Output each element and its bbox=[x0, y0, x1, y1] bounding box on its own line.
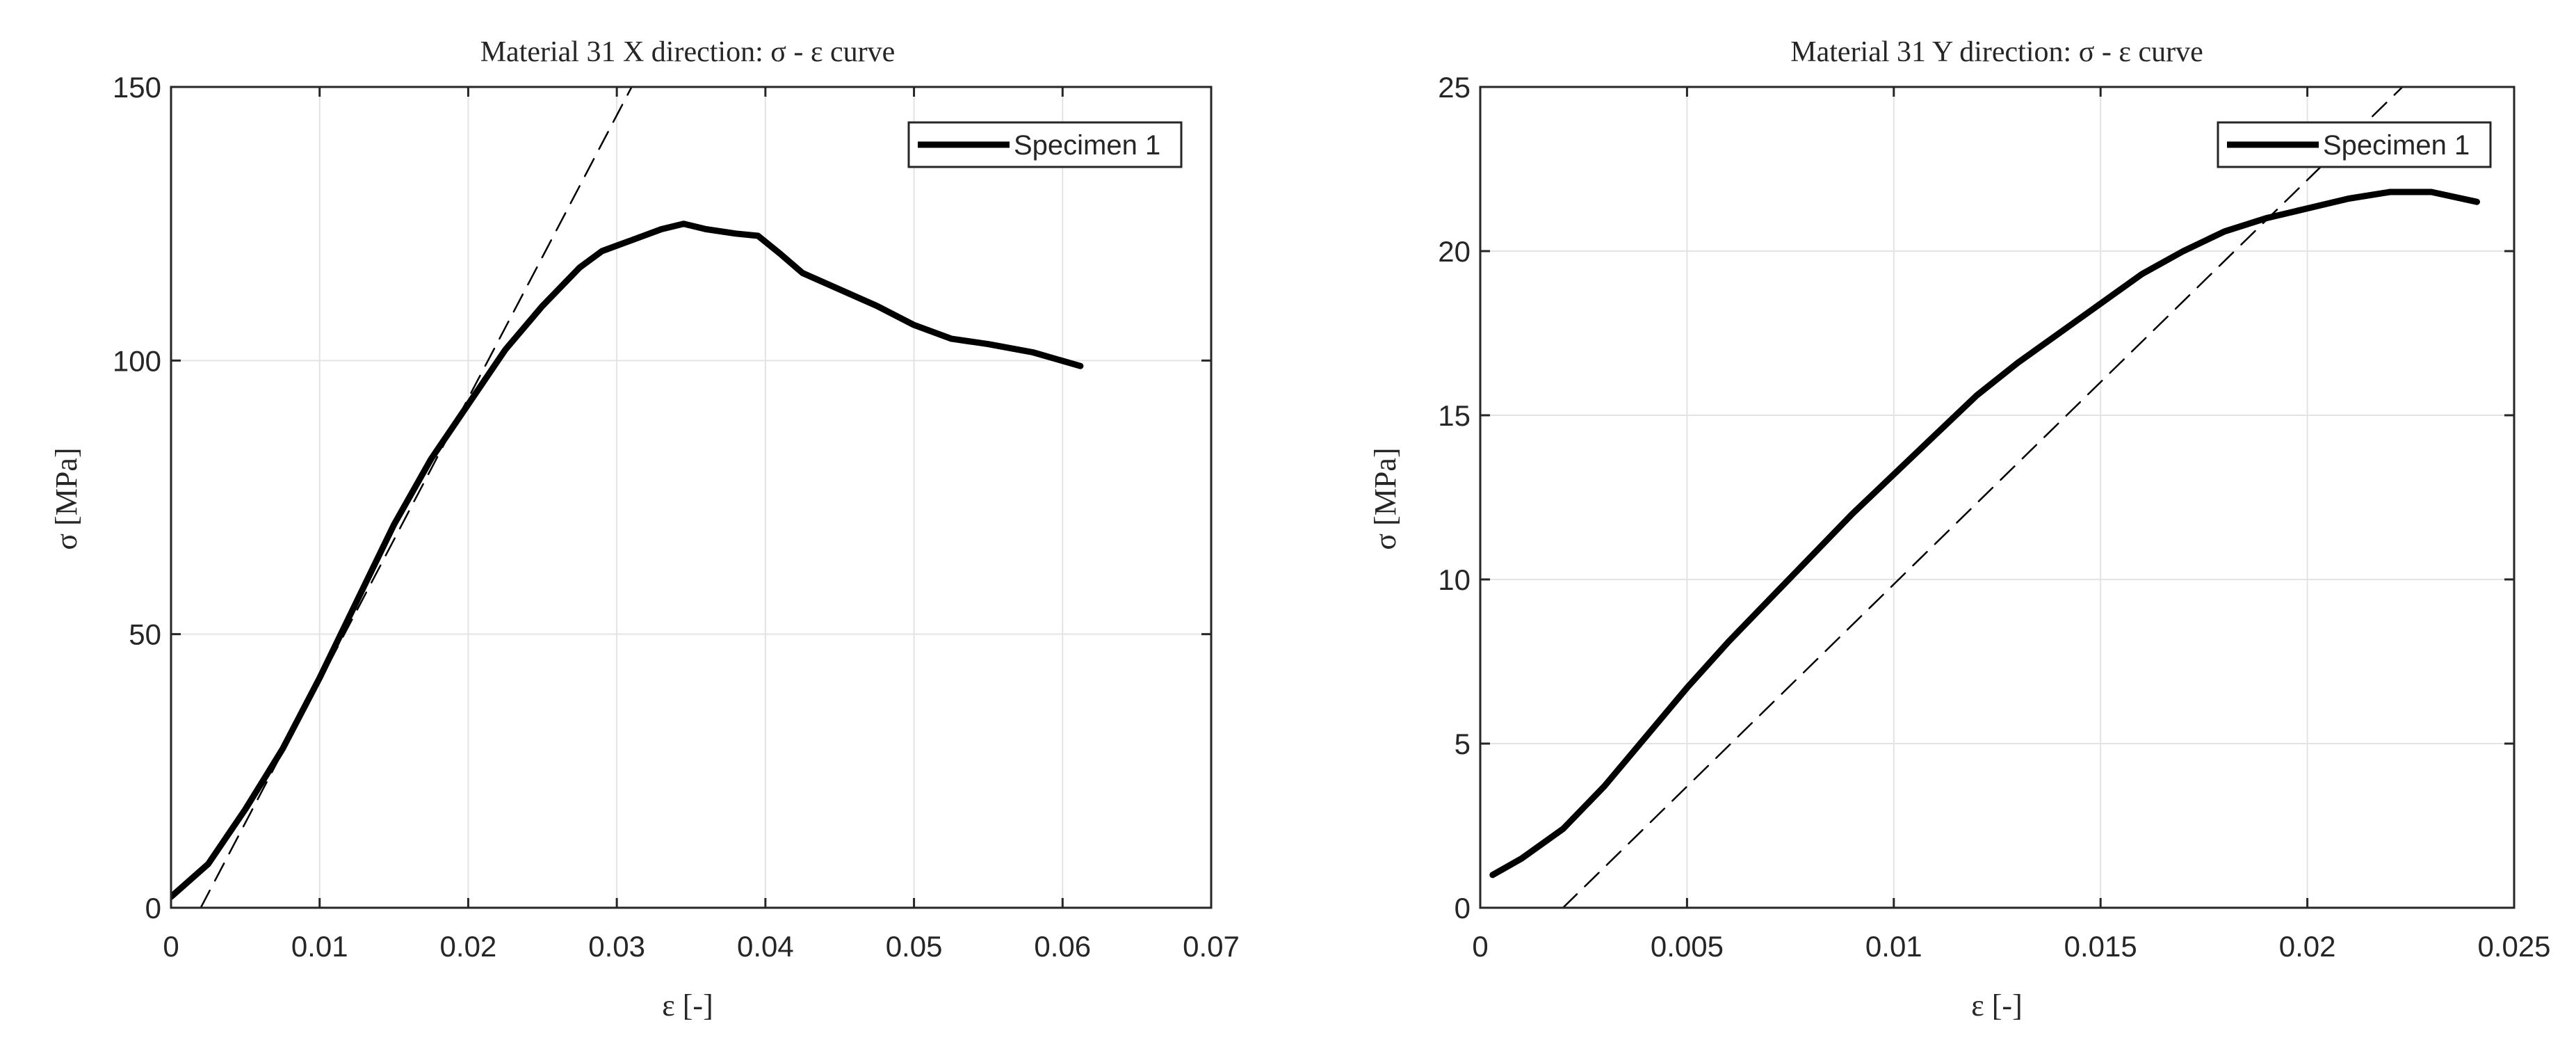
y-axis-label: σ [MPa] bbox=[49, 447, 83, 550]
axes-frame bbox=[1479, 86, 2516, 909]
legend-label: Specimen 1 bbox=[2323, 130, 2470, 161]
y-tick-label: 150 bbox=[113, 71, 161, 104]
y-tick-label: 25 bbox=[1438, 71, 1471, 104]
y-tick-label: 0 bbox=[145, 892, 161, 924]
chart-title: Material 31 X direction: σ - ε curve bbox=[480, 36, 896, 68]
x-tick-label: 0 bbox=[163, 930, 179, 963]
specimen-curve bbox=[1489, 189, 2480, 879]
y-tick-label: 15 bbox=[1438, 399, 1471, 432]
linear-fit-dashed-line bbox=[1562, 87, 2404, 908]
legend: Specimen 1 bbox=[907, 121, 1183, 168]
y-axis-label: σ [MPa] bbox=[1368, 447, 1402, 550]
x-tick-label: 0 bbox=[1472, 930, 1488, 963]
grid-lines bbox=[1480, 86, 2515, 908]
x-axis-label: ε [-] bbox=[662, 988, 713, 1023]
legend: Specimen 1 bbox=[2217, 121, 2492, 168]
x-tick-label: 0.05 bbox=[886, 930, 943, 963]
plot-area bbox=[1489, 87, 2480, 908]
plot-area bbox=[171, 87, 1084, 908]
specimen-curve bbox=[171, 221, 1084, 900]
x-axis-label: ε [-] bbox=[1971, 988, 2022, 1023]
y-tick-label: 50 bbox=[129, 618, 161, 651]
chart-x-direction: Material 31 X direction: σ - ε curve 0 0.… bbox=[49, 36, 1240, 1023]
x-tick-label: 0.04 bbox=[737, 930, 794, 963]
y-tick-label: 5 bbox=[1455, 728, 1471, 760]
chart-title: Material 31 Y direction: σ - ε curve bbox=[1790, 36, 2203, 68]
x-tick-label: 0.02 bbox=[440, 930, 497, 963]
y-tick-label: 10 bbox=[1438, 563, 1471, 596]
x-tick-label: 0.005 bbox=[1651, 930, 1724, 963]
x-tick-label: 0.025 bbox=[2477, 930, 2550, 963]
y-tick-label: 20 bbox=[1438, 235, 1471, 268]
axis-ticks: 0 0.005 0.01 0.015 0.02 0.025 0 5 10 15 20 25 bbox=[1438, 71, 2550, 963]
x-tick-label: 0.06 bbox=[1034, 930, 1091, 963]
linear-fit-dashed-line bbox=[200, 87, 633, 908]
legend-label: Specimen 1 bbox=[1014, 130, 1160, 161]
chart-y-direction: Material 31 Y direction: σ - ε curve 0 0.… bbox=[1368, 36, 2551, 1023]
x-tick-label: 0.02 bbox=[2279, 930, 2336, 963]
x-tick-label: 0.03 bbox=[588, 930, 645, 963]
grid-lines bbox=[170, 86, 1212, 908]
y-tick-label: 0 bbox=[1455, 892, 1471, 924]
x-tick-label: 0.015 bbox=[2064, 930, 2137, 963]
x-tick-label: 0.01 bbox=[291, 930, 348, 963]
axis-ticks: 0 0.01 0.02 0.03 0.04 0.05 0.06 0.07 0 50 100 150 bbox=[113, 71, 1240, 963]
x-tick-label: 0.07 bbox=[1183, 930, 1240, 963]
axes-frame bbox=[170, 86, 1213, 909]
x-tick-label: 0.01 bbox=[1865, 930, 1922, 963]
y-tick-label: 100 bbox=[113, 344, 161, 377]
